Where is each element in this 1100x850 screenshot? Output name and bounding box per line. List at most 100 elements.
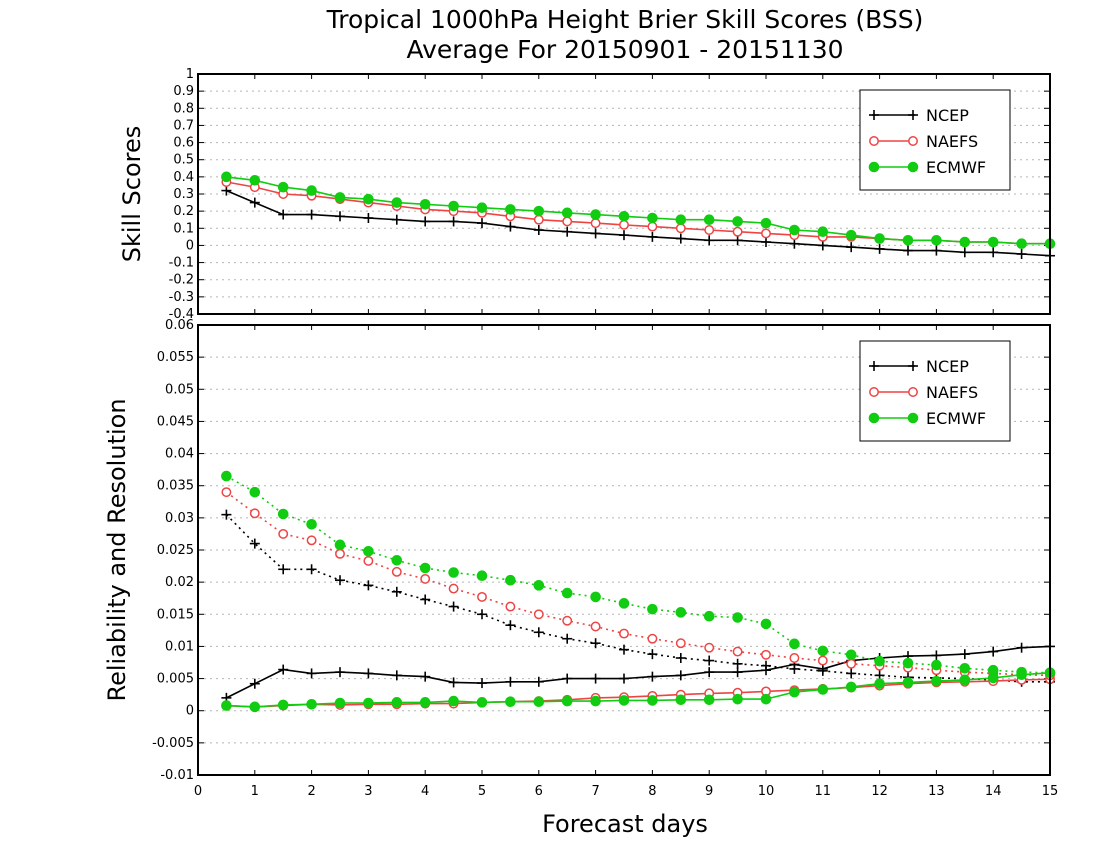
data-point-ecmwf [618,695,630,706]
data-point-ncep [931,650,942,661]
data-point-ncep [704,667,715,678]
data-point-ncep [1016,249,1027,259]
legend-marker [908,361,918,371]
data-point-ncep [477,678,487,689]
data-point-ecmwf [561,207,573,219]
legend-marker [908,136,918,146]
data-point-ecmwf [391,697,403,708]
data-point-ecmwf [618,210,630,222]
legend-label-ncep: NCEP [926,106,969,125]
data-point-naefs [562,216,573,227]
data-point-naefs [533,609,544,620]
data-point-naefs [448,583,459,594]
data-point-ecmwf [448,200,459,212]
legend-marker [868,412,880,424]
data-point-ncep [391,586,402,597]
data-point-ncep [420,594,431,605]
x-tick-label: 5 [478,784,486,799]
data-point-naefs [221,487,232,498]
y-tick-label: 0.045 [157,414,194,429]
data-point-ncep [533,225,544,235]
data-point-ecmwf [732,216,743,227]
data-point-ncep [988,646,999,657]
x-tick-label: 1 [251,784,259,799]
data-point-ecmwf [789,638,800,650]
data-point-ecmwf [931,234,942,246]
data-point-ncep [619,673,629,684]
data-point-ecmwf [760,217,772,229]
data-point-ncep [477,609,487,620]
y-tick-label: 0.02 [165,575,194,590]
data-point-ncep [249,197,260,208]
legend-marker [907,412,919,424]
data-point-ncep [789,663,800,674]
data-point-naefs [562,615,573,626]
legend-label-naefs: NAEFS [926,383,978,402]
data-point-ecmwf [902,234,914,246]
data-point-ncep [562,673,573,684]
data-point-ncep [391,670,402,681]
data-point-ncep [732,658,743,669]
x-tick-label: 10 [758,784,775,799]
data-point-naefs [647,221,658,232]
data-point-naefs [732,226,743,237]
data-point-ecmwf [1016,666,1027,678]
data-point-naefs [732,646,743,657]
x-tick-label: 7 [591,784,599,799]
data-point-ecmwf [675,694,687,706]
y-tick-label: 0.2 [173,204,194,219]
y-tick-label: 0.06 [165,318,194,333]
data-point-ecmwf [987,664,999,676]
legend-marker [869,387,879,397]
y-tick-label: 0.035 [157,479,194,494]
y-tick-label: 0.3 [173,187,194,202]
legend-marker [908,387,918,397]
reliability-resolution-panel: -0.01 -0.005 0 0.005 0.01 0.015 0.02 0.025 0.03 0… [103,318,1058,799]
y-tick-label: -0.005 [152,736,194,751]
data-point-ncep [249,538,260,549]
data-point-naefs [335,548,345,559]
data-point-ecmwf [476,202,488,214]
data-point-ncep [448,601,459,612]
data-point-ecmwf [306,518,317,530]
data-point-naefs [761,649,771,660]
data-point-ncep [647,671,658,682]
data-point-ecmwf [959,674,971,686]
series-line-ncep-reliability [226,645,1051,699]
data-point-ncep [675,653,686,663]
legend-marker [869,136,879,146]
data-point-ecmwf [959,662,971,674]
data-point-ncep [477,218,487,229]
data-point-ncep [278,564,289,575]
data-point-ncep [420,216,431,227]
data-point-ecmwf [959,236,971,248]
data-point-ncep [732,235,743,246]
skill-score-panel: -0.4 -0.3 -0.2 -0.1 0 0.1 0.2 0.3 0.4 0.5 0.6 0.7 0.… [118,67,1056,322]
data-point-ecmwf [505,204,516,215]
x-axis-title: Forecast days [542,810,708,838]
data-point-ncep [590,228,601,239]
data-point-naefs [477,591,487,602]
data-point-ncep [817,665,828,676]
y-tick-label: 0.04 [165,447,194,462]
data-point-ncep [562,226,573,237]
data-point-ecmwf [448,567,459,578]
data-point-ecmwf [533,205,545,217]
y-tick-label: 1 [186,67,194,82]
y-tick-label: 0.9 [173,84,194,99]
data-point-ecmwf [363,697,374,709]
data-point-ecmwf [419,562,431,574]
data-point-ecmwf [363,545,374,557]
data-point-ncep [903,245,913,256]
data-point-ecmwf [505,696,516,708]
data-point-naefs [278,528,289,539]
y-tick-label: 0 [186,704,194,719]
series-line-naefs-resolution [225,491,1051,677]
data-point-naefs [590,218,601,229]
x-tick-label: 9 [705,784,713,799]
x-tick-label: 8 [648,784,656,799]
data-point-ecmwf [476,570,488,582]
data-point-ecmwf [334,539,346,551]
data-point-ncep [647,231,658,242]
